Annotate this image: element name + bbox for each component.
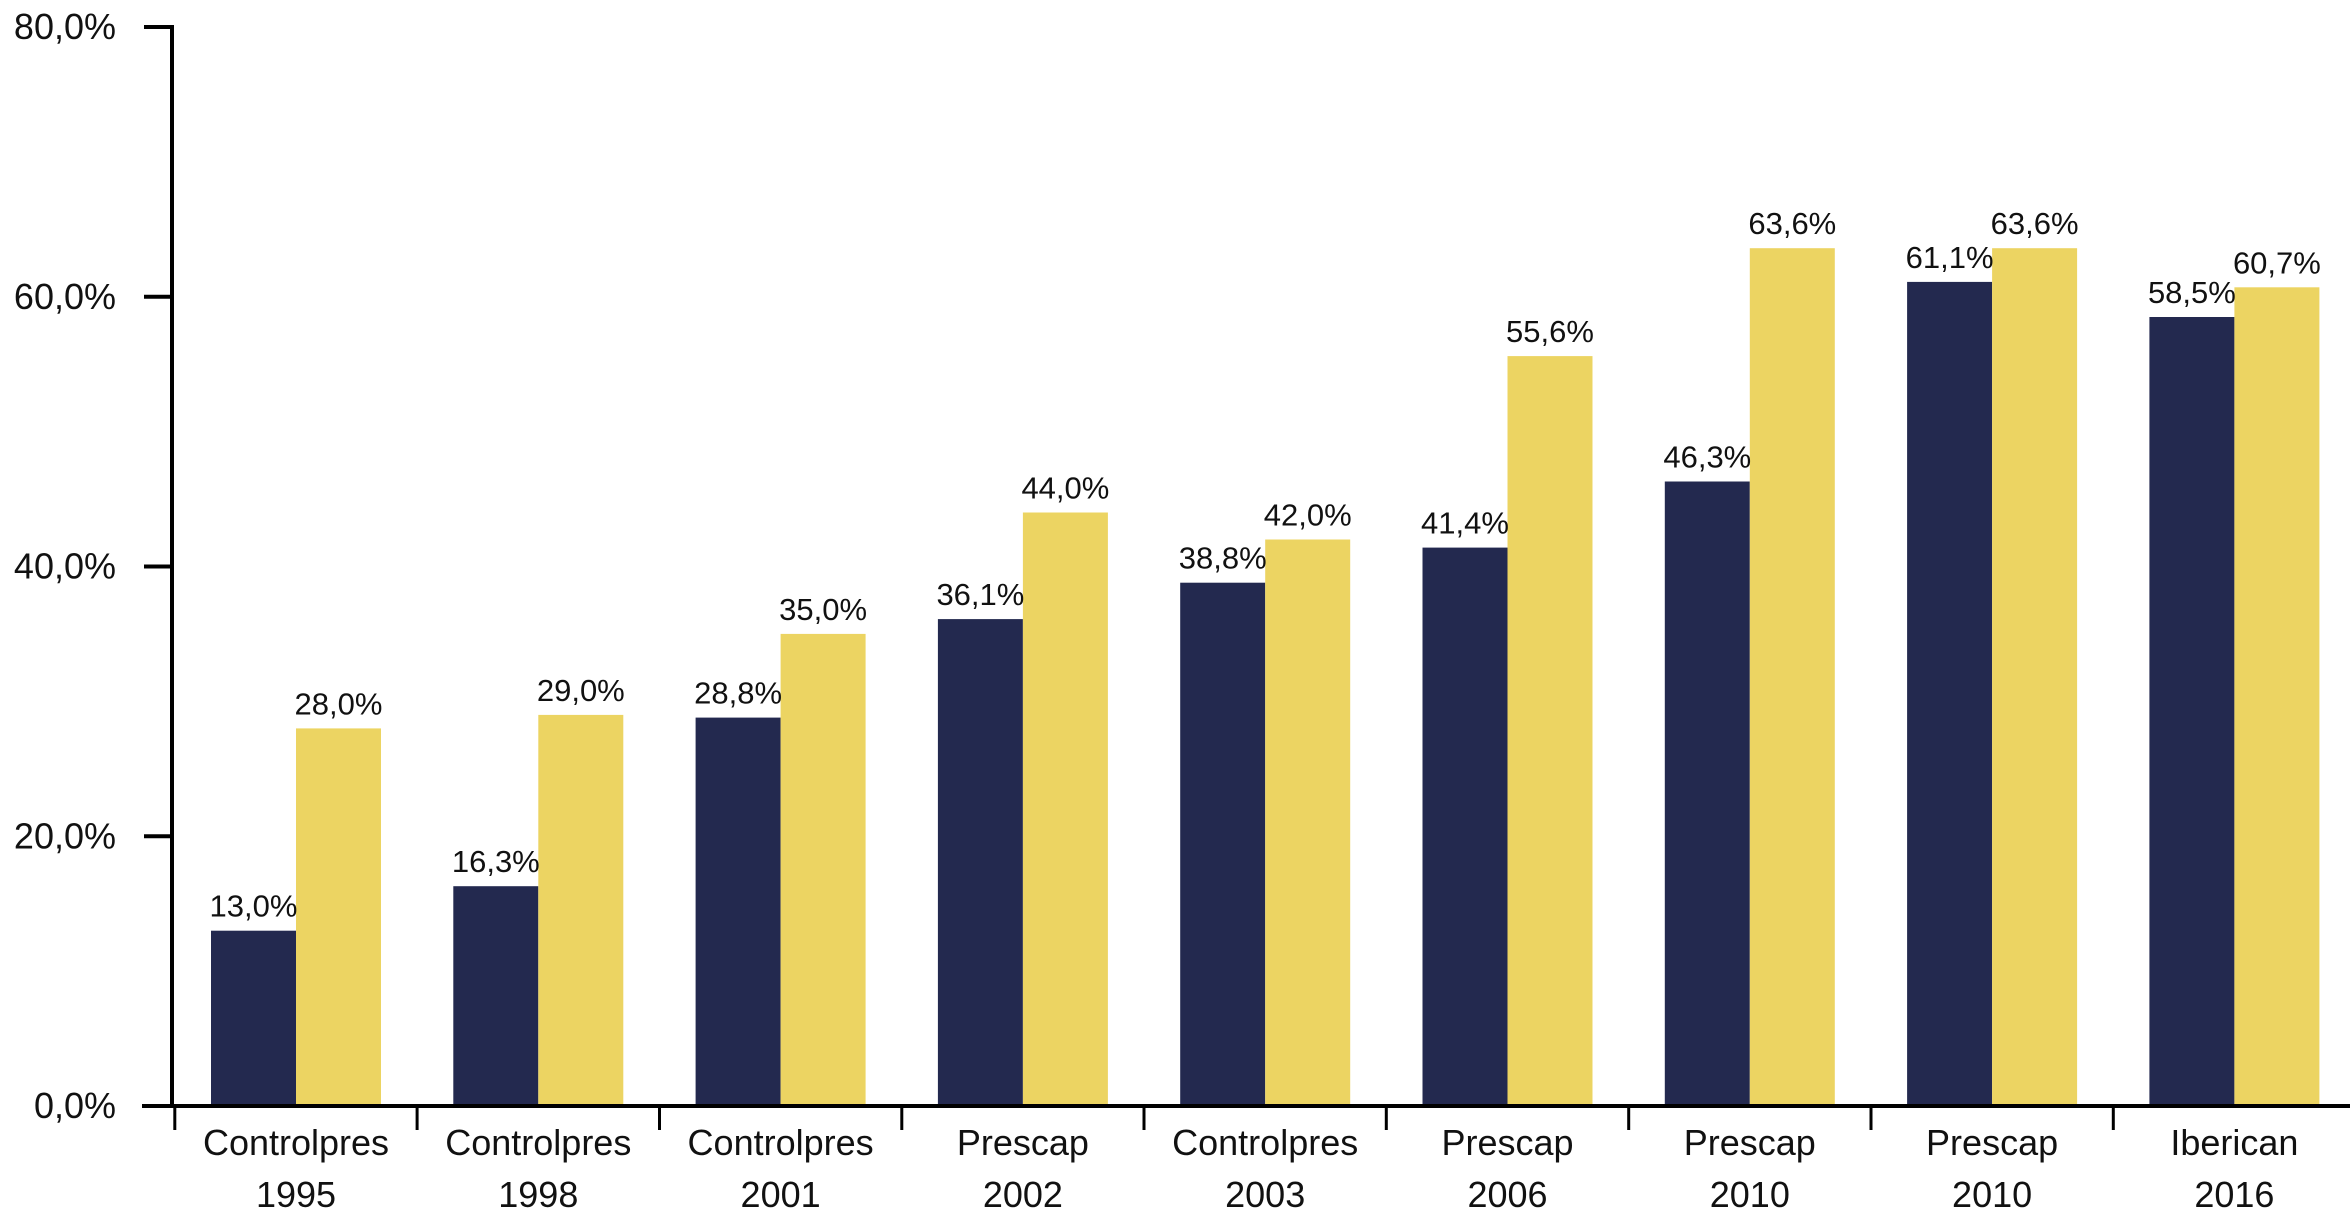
bar-series-2-cat-1 (296, 728, 381, 1106)
bar-series-2-cat-7 (1749, 248, 1835, 1106)
data-label-series-2-cat-1: 28,0% (295, 686, 383, 721)
x-tick-label-2: Controlpres 1998 (445, 1122, 631, 1215)
bar-series-2-cat-2 (538, 714, 624, 1106)
data-label-series-1-cat-5: 38,8% (1179, 541, 1267, 576)
bar-series-1-cat-3 (695, 717, 781, 1106)
data-label-series-2-cat-5: 42,0% (1264, 498, 1352, 533)
bar-series-1-cat-7 (1664, 481, 1750, 1106)
data-labels-layer: 13,0% 28,0% 16,3% 29,0% 28,8% 35,0% 36,1% 44,0%… (210, 206, 2321, 924)
data-label-series-2-cat-8: 63,6% (1991, 206, 2079, 241)
y-tick-label-3: 40,0% (14, 546, 116, 587)
x-tick-label-1: Controlpres 1995 (203, 1122, 389, 1215)
x-tick-label-7: Prescap 2010 (1684, 1122, 1816, 1215)
y-tick-label-4: 60,0% (14, 276, 116, 317)
bars-layer (211, 248, 2320, 1107)
x-tick-label-5: Controlpres 2003 (1172, 1122, 1358, 1215)
x-tick-label-8: Prescap 2010 (1926, 1122, 2058, 1215)
bar-series-2-cat-5 (1265, 539, 1351, 1106)
bar-series-1-cat-6 (1422, 547, 1508, 1106)
y-tick-label-1: 0,0% (34, 1085, 116, 1126)
bar-series-2-cat-3 (780, 633, 866, 1106)
data-label-series-2-cat-9: 60,7% (2233, 245, 2321, 280)
bar-series-2-cat-6 (1507, 356, 1593, 1107)
data-label-series-2-cat-7: 63,6% (1748, 206, 1836, 241)
data-label-series-1-cat-1: 13,0% (210, 889, 298, 924)
bar-series-1-cat-2 (453, 886, 539, 1106)
bar-series-2-cat-8 (1992, 248, 2078, 1106)
y-tick-label-2: 20,0% (14, 815, 116, 856)
bar-series-2-cat-9 (2234, 287, 2320, 1106)
data-label-series-1-cat-3: 28,8% (694, 676, 782, 711)
data-label-series-2-cat-2: 29,0% (537, 673, 625, 708)
data-label-series-2-cat-4: 44,0% (1021, 471, 1109, 506)
data-label-series-1-cat-8: 61,1% (1906, 240, 1994, 275)
bar-series-2-cat-4 (1022, 512, 1108, 1106)
data-label-series-1-cat-4: 36,1% (936, 577, 1024, 612)
bar-series-1-cat-9 (2149, 317, 2235, 1106)
data-label-series-2-cat-6: 55,6% (1506, 314, 1594, 349)
bar-series-1-cat-1 (211, 930, 296, 1106)
data-label-series-1-cat-2: 16,3% (452, 844, 540, 879)
data-label-series-1-cat-6: 41,4% (1421, 506, 1509, 541)
bar-series-1-cat-4 (937, 619, 1023, 1106)
bar-series-1-cat-8 (1907, 281, 1993, 1106)
data-label-series-1-cat-9: 58,5% (2148, 275, 2236, 310)
y-tick-label-5: 80,0% (14, 6, 116, 47)
x-tick-label-9: Iberican 2016 (2170, 1122, 2298, 1215)
x-axis-category-labels: Controlpres 1995 Controlpres 1998 Controlpre… (203, 1122, 2298, 1215)
bar-series-1-cat-5 (1180, 582, 1266, 1106)
x-tick-label-3: Controlpres 2001 (688, 1122, 874, 1215)
data-label-series-1-cat-7: 46,3% (1663, 440, 1751, 475)
x-tick-label-4: Prescap 2002 (957, 1122, 1089, 1215)
x-tick-label-6: Prescap 2006 (1441, 1122, 1573, 1215)
y-axis-ticks: 0,0% 20,0% 40,0% 60,0% 80,0% (14, 6, 172, 1126)
data-label-series-2-cat-3: 35,0% (779, 592, 867, 627)
